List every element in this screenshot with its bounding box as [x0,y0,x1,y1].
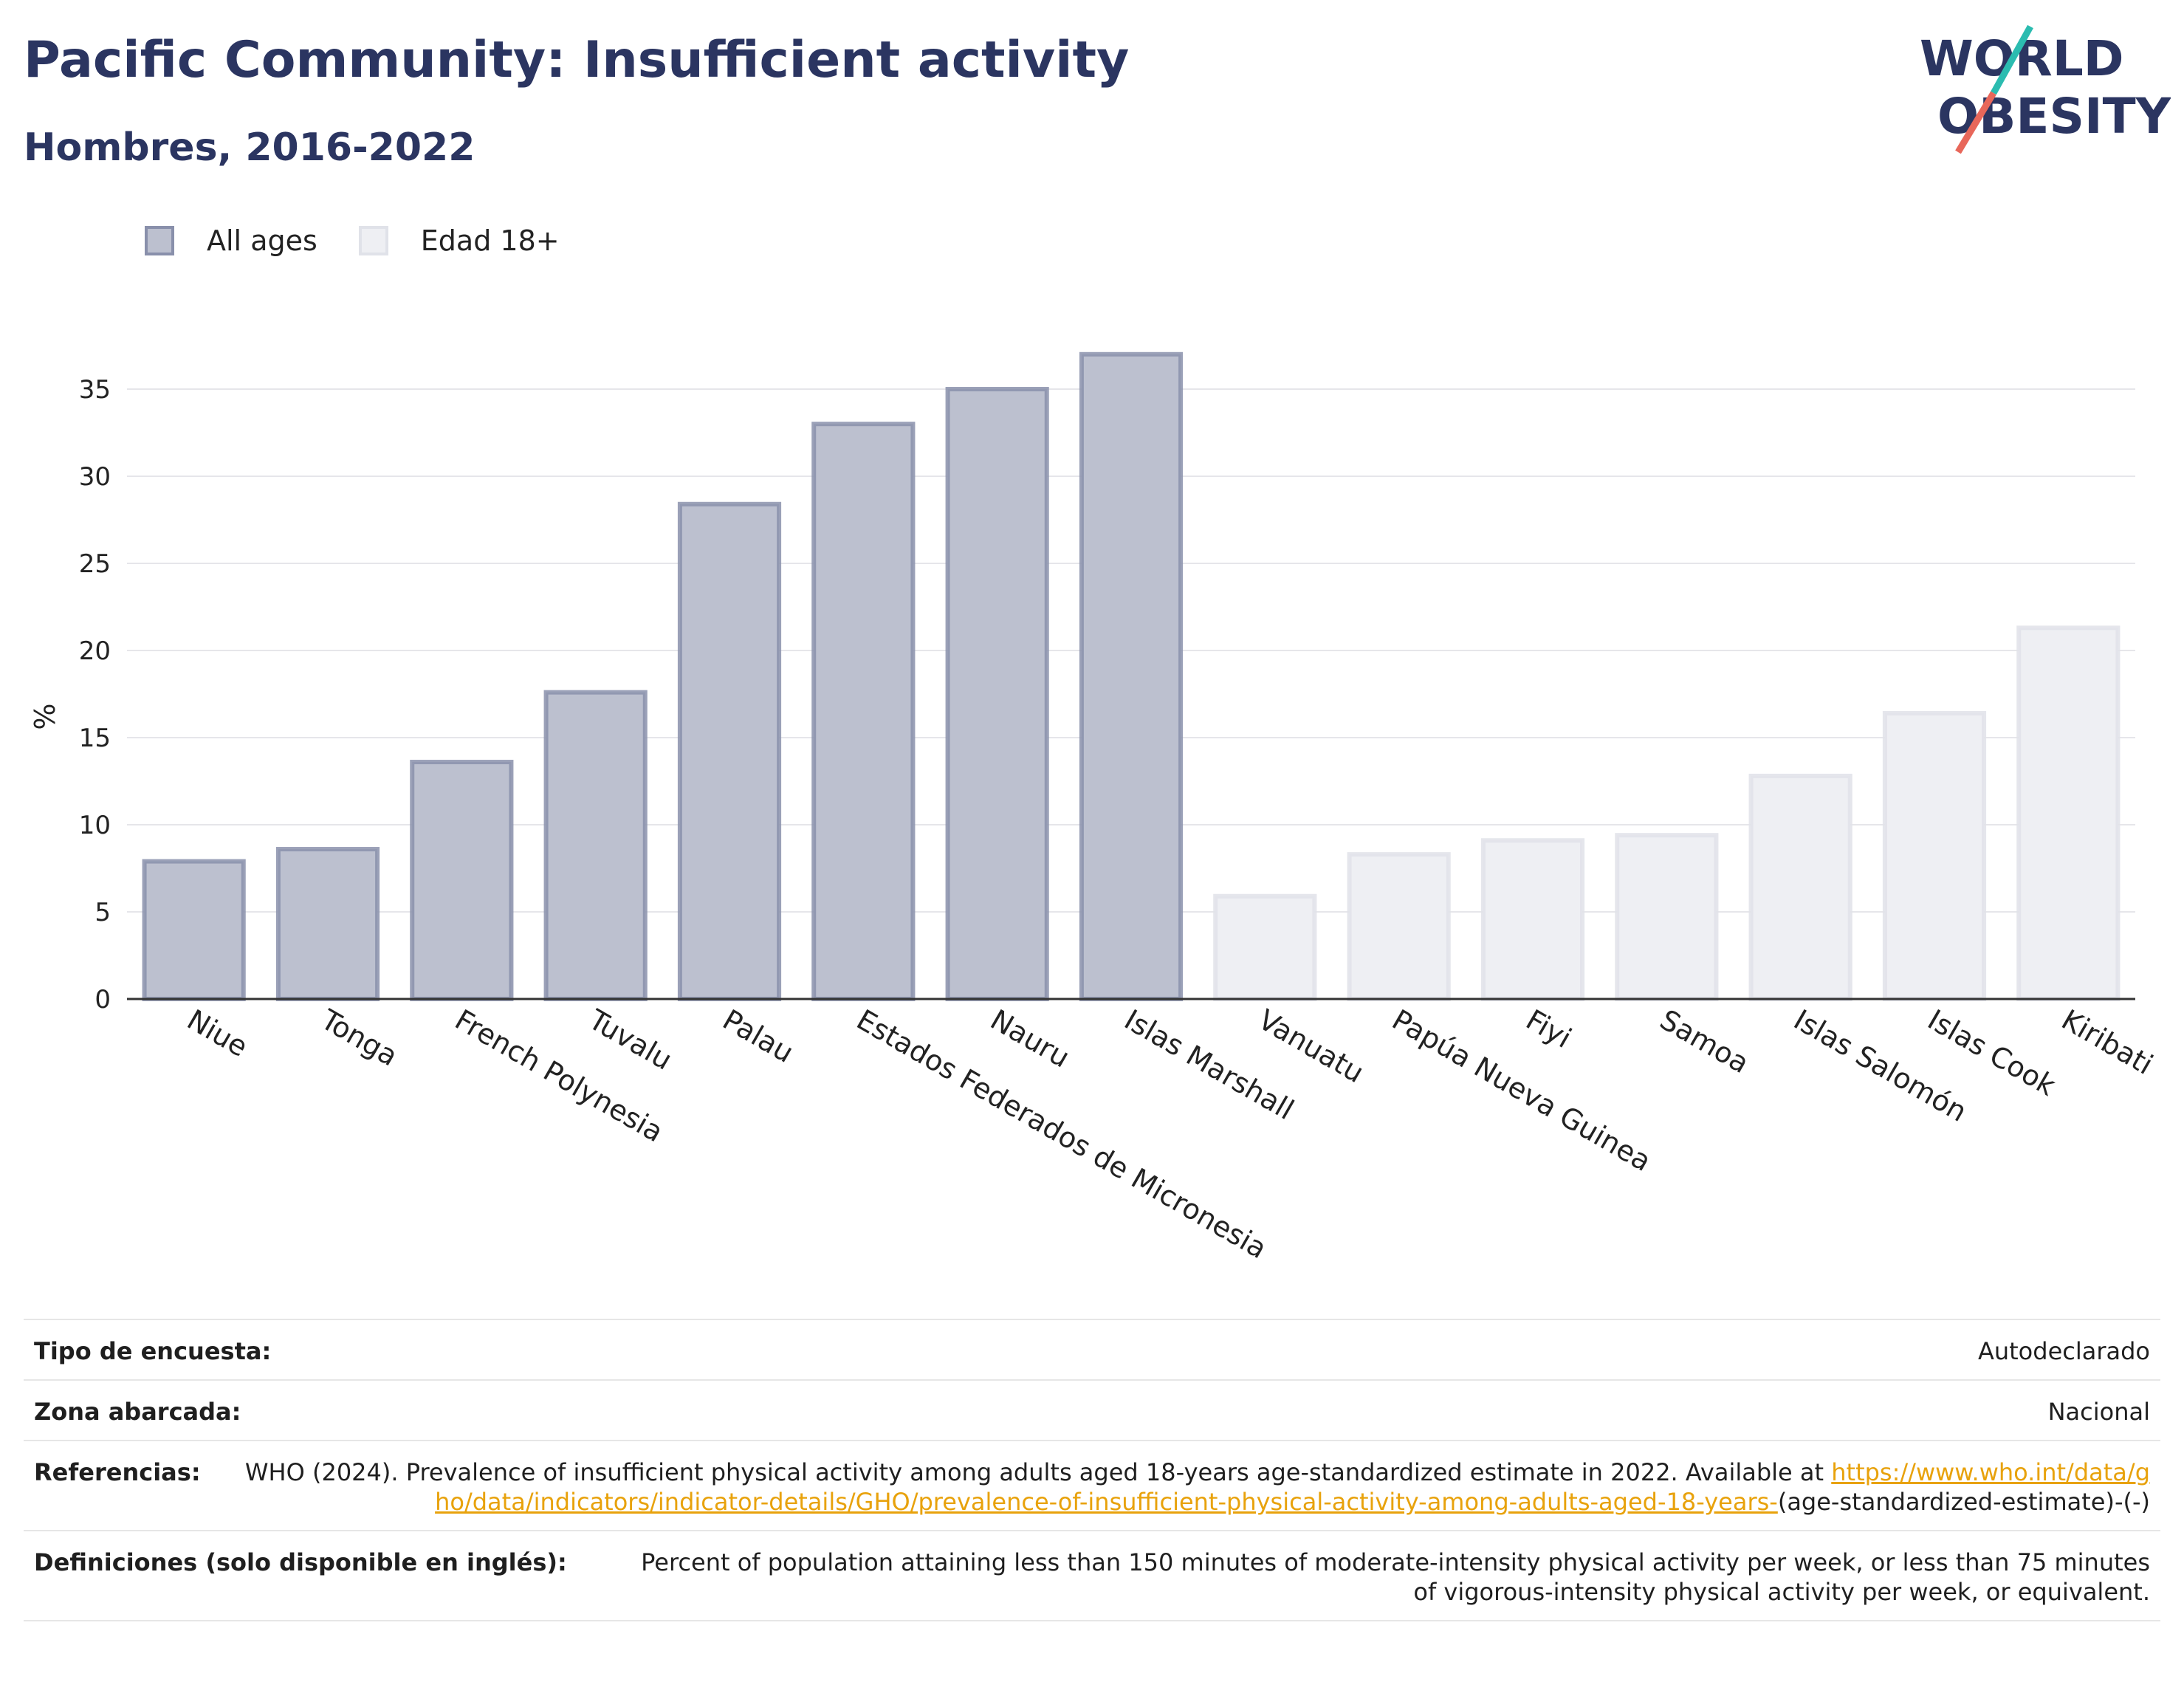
legend-swatch-edad-18 [358,226,388,255]
y-tick-label: 35 [79,375,111,405]
meta-row-coverage: Zona abarcada: Nacional [24,1379,2160,1440]
y-tick-label: 5 [95,898,111,927]
logo-line2: OBESITY [1937,88,2171,145]
reference-text: WHO (2024). Prevalence of insufficient p… [244,1458,1824,1486]
x-tick-label: Vanuatu [1253,1003,1370,1089]
x-tick-label: Kiribati [2056,1003,2159,1081]
world-obesity-logo: WORLD OBESITY [1920,24,2171,154]
meta-label-survey-type: Tipo de encuesta: [34,1337,272,1365]
reference-link[interactable]: https://www.who.int/data/gho/data/indica… [435,1458,2150,1516]
x-tick-label: Palau [718,1003,800,1069]
legend-label-edad-18: Edad 18+ [420,224,560,257]
bar-kiribati [2016,625,2121,1001]
bar-tuvalu [543,690,648,1001]
bar-samoa [1615,833,1719,1001]
y-tick-label: 30 [79,462,111,492]
bar-fiyi [1480,838,1585,1001]
reference-suffix: (age-standardized-estimate)-(-) [1777,1488,2150,1516]
meta-label-references: Referencias: [34,1458,201,1486]
meta-label-definitions: Definiciones (solo disponible en inglés)… [34,1548,567,1576]
chart-subtitle: Hombres, 2016-2022 [24,126,475,170]
meta-row-references: Referencias: WHO (2024). Prevalence of i… [24,1440,2160,1530]
bar-islas-cook [1882,710,1987,1002]
bar-french-polynesia [410,760,514,1001]
y-tick-label: 10 [79,811,111,840]
x-tick-label: Tonga [315,1003,403,1072]
x-tick-label: Nauru [985,1003,1075,1074]
bar-pap-a-nueva-guinea [1347,852,1451,1001]
meta-value-references: WHO (2024). Prevalence of insufficient p… [245,1458,2150,1517]
y-tick-label: 0 [95,985,111,1014]
meta-value-survey-type: Autodeclarado [1977,1337,2150,1365]
bar-tonga [275,847,380,1001]
chart-title: Pacific Community: Insufficient activity [24,31,1130,89]
bar-niue [142,859,246,1001]
bar-islas-salom-n [1748,773,1852,1001]
logo-accent-coral [1955,91,1996,154]
meta-value-definitions: Percent of population attaining less tha… [641,1548,2150,1606]
bar-vanuatu [1213,893,1317,1002]
legend-item-all-ages[interactable]: All ages [145,224,317,257]
meta-value-coverage: Nacional [2047,1398,2150,1426]
legend-item-edad-18[interactable]: Edad 18+ [358,224,560,257]
meta-row-definitions: Definiciones (solo disponible en inglés)… [24,1530,2160,1621]
logo-accent-teal [1991,24,2033,95]
meta-label-coverage: Zona abarcada: [34,1398,241,1426]
legend-swatch-all-ages [145,226,174,255]
bar-estados-federados-de-micronesia [811,422,916,1001]
x-tick-label: Fiyi [1521,1003,1577,1054]
x-tick-label: Tuvalu [583,1003,677,1077]
y-tick-label: 15 [79,724,111,753]
bar-islas-marshall [1079,351,1184,1002]
legend-label-all-ages: All ages [207,224,317,257]
y-axis-label: % [29,703,61,729]
bar-palau [677,501,782,1001]
x-tick-label: Samoa [1655,1003,1754,1080]
bar-nauru [945,387,1049,1001]
x-tick-label: Niue [182,1003,253,1063]
metadata-table: Tipo de encuesta: Autodeclarado Zona aba… [24,1319,2160,1621]
y-tick-label: 25 [79,549,111,579]
chart-legend: All ages Edad 18+ [145,219,601,263]
y-tick-label: 20 [79,636,111,666]
meta-row-survey-type: Tipo de encuesta: Autodeclarado [24,1319,2160,1379]
